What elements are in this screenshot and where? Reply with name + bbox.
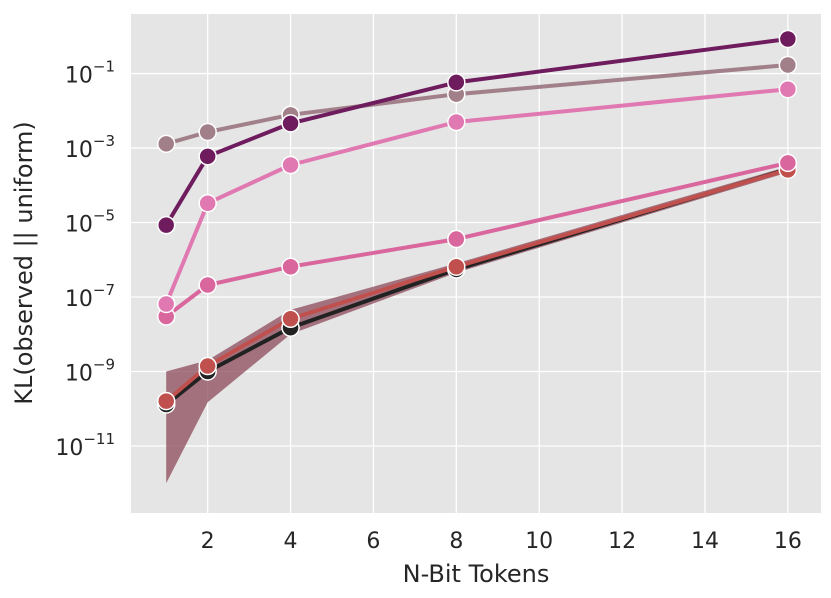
series-4-point [281, 155, 300, 175]
x-tick-label: 2 [201, 529, 215, 554]
x-tick-label: 10 [525, 529, 553, 554]
series-4-point [778, 79, 798, 99]
x-tick-label: 6 [366, 529, 380, 554]
y-tick-label: 10−9 [65, 355, 115, 386]
series-markers [156, 29, 798, 414]
series-3-point [778, 153, 798, 173]
x-tick-label: 8 [449, 529, 463, 554]
x-tick-label: 12 [608, 529, 636, 554]
y-tick-label: 10−5 [65, 207, 115, 238]
x-tick-label: 14 [691, 529, 719, 554]
series-4-point [447, 112, 466, 132]
x-tick-label: 16 [774, 529, 802, 554]
y-tick-label: 10−11 [55, 430, 115, 461]
series-4-point [198, 193, 217, 213]
x-tick-labels: 2 4 6 8 10 12 14 16 [201, 529, 802, 554]
series-5-point [198, 122, 217, 142]
series-3-point [198, 275, 217, 295]
x-axis-label: N-Bit Tokens [403, 560, 550, 588]
x-tick-label: 4 [284, 529, 298, 554]
series-6-point [156, 215, 176, 235]
y-tick-labels: 10−11 10−9 10−7 10−5 10−3 10−1 [55, 58, 115, 461]
series-5-point [778, 55, 798, 75]
series-6-point [198, 147, 217, 166]
series-2-point [198, 356, 217, 376]
series-3-point [447, 229, 466, 249]
series-2-point [156, 391, 176, 411]
y-axis-label: KL(observed || uniform) [10, 121, 38, 405]
series-6-point [281, 114, 300, 133]
series-3-point [281, 257, 300, 276]
series-2-point [281, 309, 300, 329]
series-6-point [447, 73, 466, 92]
series-4-point [156, 294, 176, 314]
series-2-point [447, 257, 466, 276]
series-6-point [778, 29, 798, 49]
series-5-point [156, 134, 176, 154]
y-tick-label: 10−1 [65, 58, 115, 89]
y-tick-label: 10−3 [65, 132, 115, 163]
y-tick-label: 10−7 [65, 281, 115, 312]
